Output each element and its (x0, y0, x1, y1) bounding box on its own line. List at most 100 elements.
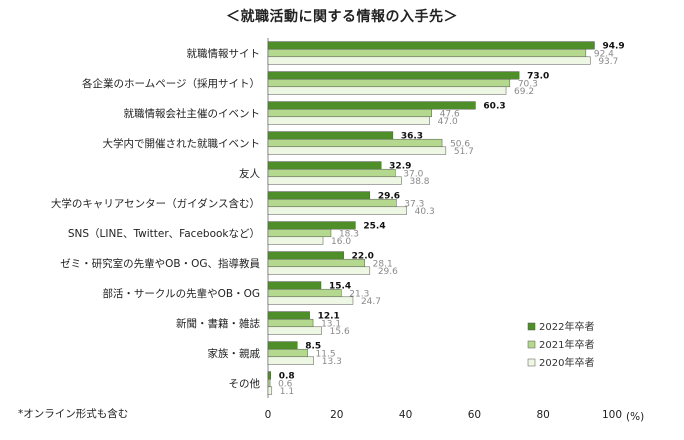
category-label: 各企業のホームページ（採用サイト） (82, 77, 260, 90)
data-label: 73.0 (527, 72, 549, 82)
data-label: 29.6 (378, 267, 398, 277)
bar (267, 108, 432, 118)
bar (267, 356, 315, 365)
data-label: 22.0 (352, 252, 374, 262)
bar (267, 318, 314, 328)
bar (267, 146, 447, 155)
data-label: 92.4 (594, 49, 614, 59)
x-unit-label: (%) (626, 411, 644, 423)
legend-label: 2022年卒者 (539, 320, 594, 333)
category-label: SNS（LINE、Twitter、Facebookなど） (68, 228, 260, 240)
x-tick-label: 40 (399, 409, 412, 421)
data-label: 12.1 (318, 312, 340, 322)
bar (267, 86, 507, 95)
legend-label: 2020年卒者 (539, 356, 594, 369)
data-label: 13.3 (322, 357, 342, 367)
bar (267, 206, 407, 215)
data-label: 15.6 (330, 327, 350, 337)
bar (267, 236, 324, 245)
data-label: 51.7 (454, 147, 474, 157)
chart-title: ＜就職活動に関する情報の入手先＞ (226, 9, 458, 25)
data-label: 25.4 (363, 222, 385, 232)
bar (267, 138, 443, 148)
bar (267, 48, 587, 58)
category-label: 大学のキャリアセンター（ガイダンス含む） (51, 197, 260, 210)
bar (267, 341, 298, 350)
data-label: 36.3 (401, 132, 423, 142)
bar (267, 56, 591, 65)
data-label: 70.3 (518, 79, 538, 89)
bar (267, 221, 356, 230)
x-tick-label: 80 (537, 409, 550, 421)
legend-swatch (527, 358, 536, 367)
data-label: 8.5 (305, 342, 321, 352)
legend-swatch (527, 340, 536, 349)
bar (267, 258, 365, 268)
bar (267, 288, 342, 298)
category-label: 就職情報会社主催のイベント (124, 107, 261, 120)
data-label: 37.3 (404, 199, 424, 209)
bar (267, 386, 273, 395)
data-label: 24.7 (361, 297, 381, 307)
bar (267, 191, 371, 200)
bar (267, 251, 344, 260)
bar (267, 101, 476, 110)
data-label: 50.6 (450, 139, 470, 149)
bar (267, 131, 394, 140)
data-label: 32.9 (389, 162, 411, 172)
data-label: 60.3 (483, 102, 505, 112)
data-label: 18.3 (339, 229, 359, 239)
data-label: 69.2 (514, 87, 534, 97)
data-label: 47.0 (438, 117, 458, 127)
x-tick-label: 0 (265, 409, 272, 421)
bar (267, 161, 382, 170)
x-tick-label: 20 (330, 409, 343, 421)
bar (267, 378, 271, 388)
category-label: 部活・サークルの先輩やOB・OG (102, 287, 260, 300)
data-label: 13.1 (321, 319, 341, 329)
data-label: 40.3 (415, 207, 435, 217)
data-label: 28.1 (373, 259, 393, 269)
data-label: 37.0 (403, 169, 423, 179)
bar (267, 116, 430, 125)
bar (267, 281, 322, 290)
bar (267, 41, 595, 50)
data-label: 16.0 (331, 237, 351, 247)
data-label: 11.5 (316, 349, 336, 359)
bar (267, 371, 272, 380)
bar (267, 228, 332, 238)
bar (267, 348, 308, 358)
bar (267, 168, 396, 178)
bar (267, 296, 354, 305)
bar (267, 78, 511, 88)
data-label: 21.3 (349, 289, 369, 299)
data-label: 38.8 (409, 177, 429, 187)
category-label: 大学内で開催された就職イベント (103, 137, 261, 150)
category-label: 就職情報サイト (187, 47, 261, 60)
data-label: 1.1 (280, 387, 294, 397)
category-label: 友人 (239, 167, 260, 180)
data-label: 0.8 (279, 372, 295, 382)
data-label: 29.6 (378, 192, 400, 202)
bar (267, 266, 371, 275)
legend-swatch (527, 322, 536, 331)
footnote: *オンライン形式も含む (18, 408, 129, 420)
bar (267, 176, 402, 185)
x-tick-label: 100 (602, 409, 622, 421)
data-label: 0.6 (278, 379, 293, 389)
bar (267, 326, 322, 335)
bar (267, 311, 310, 320)
category-label: その他 (229, 377, 261, 390)
data-label: 94.9 (602, 42, 624, 52)
category-label: 家族・親戚 (208, 347, 261, 360)
data-label: 47.6 (440, 109, 460, 119)
bar (267, 198, 397, 208)
data-label: 15.4 (329, 282, 351, 292)
data-label: 93.7 (598, 57, 618, 67)
category-label: 新聞・書籍・雑誌 (176, 317, 260, 330)
legend-label: 2021年卒者 (539, 338, 594, 351)
bar (267, 71, 520, 80)
x-tick-label: 60 (468, 409, 481, 421)
category-label: ゼミ・研究室の先輩やOB・OG、指導教員 (60, 257, 260, 270)
